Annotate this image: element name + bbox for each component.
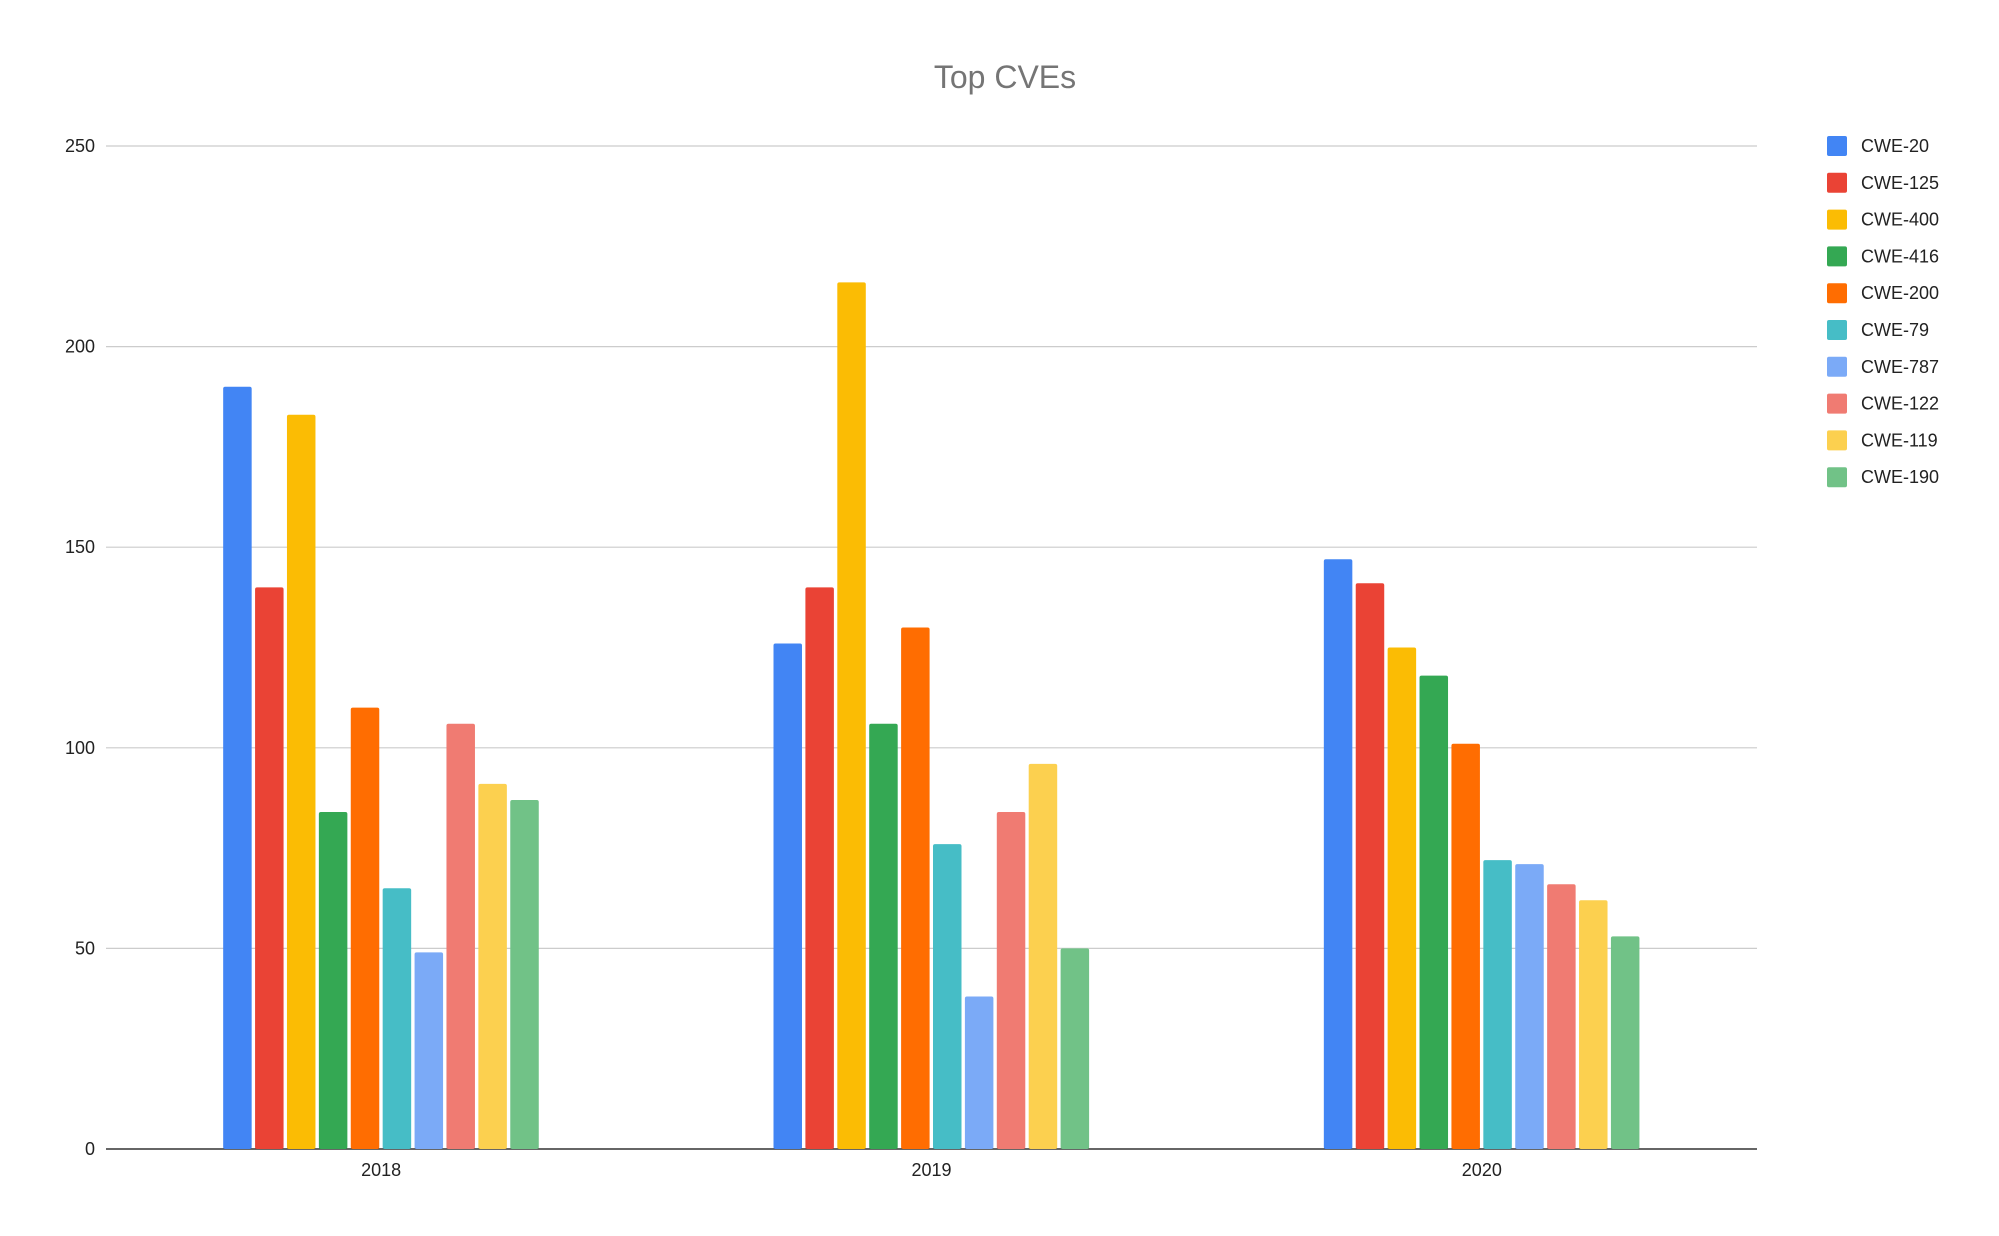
y-tick-label: 100 (65, 738, 95, 758)
legend-label: CWE-122 (1861, 394, 1939, 414)
bar-cwe-200-2019 (901, 627, 930, 1149)
bar-cwe-79-2020 (1483, 860, 1512, 1149)
bar-cwe-20-2020 (1323, 559, 1353, 1149)
bar-cwe-416-2018 (318, 811, 348, 1149)
bars (223, 282, 1640, 1150)
bar-cwe-119-2018 (478, 783, 507, 1149)
legend-swatch (1827, 393, 1847, 414)
legend-label: CWE-416 (1861, 246, 1939, 266)
bar-cwe-400-2018 (286, 414, 316, 1150)
x-tick-label: 2018 (361, 1160, 401, 1180)
bar-cwe-79-2018 (382, 888, 412, 1149)
legend-label: CWE-787 (1861, 357, 1939, 377)
bar-cwe-200-2020 (1451, 743, 1480, 1149)
bar-cwe-416-2020 (1419, 675, 1449, 1149)
legend-swatch (1827, 136, 1847, 156)
legend-swatch (1827, 246, 1847, 267)
legend-swatch (1827, 467, 1847, 488)
bar-cwe-787-2018 (414, 952, 444, 1149)
bar-cwe-20-2018 (223, 386, 252, 1150)
bar-cwe-125-2020 (1355, 583, 1385, 1149)
bar-cwe-122-2020 (1547, 884, 1576, 1149)
bar-cwe-400-2019 (837, 282, 866, 1150)
bar-cwe-122-2018 (446, 723, 475, 1149)
legend-label: CWE-125 (1861, 173, 1939, 193)
legend-swatch (1827, 320, 1847, 340)
legend-label: CWE-79 (1861, 320, 1929, 340)
x-tick-label: 2019 (911, 1160, 951, 1180)
bar-cwe-416-2019 (869, 723, 898, 1149)
bar-cwe-190-2019 (1060, 948, 1090, 1149)
legend: CWE-20 CWE-125 CWE-400 CWE-416 CWE-200 CWE-79… (1827, 136, 1939, 488)
y-tick-label: 200 (65, 337, 95, 357)
legend-label: CWE-119 (1861, 430, 1938, 450)
legend-label: CWE-400 (1861, 210, 1939, 230)
y-tick-label: 0 (85, 1139, 95, 1159)
y-tick-label: 250 (65, 136, 95, 156)
legend-swatch (1827, 430, 1847, 451)
x-tick-label: 2020 (1462, 1160, 1502, 1180)
bar-cwe-125-2018 (255, 587, 284, 1149)
bar-cwe-787-2020 (1515, 864, 1544, 1149)
legend-swatch (1827, 209, 1847, 230)
legend-label: CWE-20 (1861, 136, 1929, 156)
bar-cwe-787-2019 (964, 996, 994, 1149)
legend-label: CWE-200 (1861, 283, 1939, 303)
y-tick-label: 50 (75, 938, 95, 958)
bar-cwe-122-2019 (996, 811, 1026, 1149)
legend-label: CWE-190 (1861, 467, 1939, 487)
gridlines: 0 50 100 150 200 250 (65, 136, 1757, 1159)
legend-swatch (1827, 356, 1847, 377)
x-axis-labels: 2018 2019 2020 (361, 1160, 1502, 1180)
bar-cwe-190-2020 (1610, 936, 1640, 1149)
bar-cwe-119-2019 (1028, 763, 1058, 1149)
bar-cwe-400-2020 (1387, 647, 1417, 1149)
chart-title: Top CVEs (934, 59, 1076, 95)
bar-cwe-190-2018 (510, 799, 539, 1149)
legend-swatch (1827, 172, 1847, 193)
bar-cwe-79-2019 (933, 844, 962, 1149)
bar-cwe-20-2019 (773, 643, 802, 1149)
bar-cwe-125-2019 (805, 587, 834, 1149)
legend-swatch (1827, 283, 1847, 304)
bar-cwe-200-2018 (350, 707, 380, 1149)
bar-cwe-119-2020 (1579, 900, 1608, 1149)
y-tick-label: 150 (65, 537, 95, 557)
